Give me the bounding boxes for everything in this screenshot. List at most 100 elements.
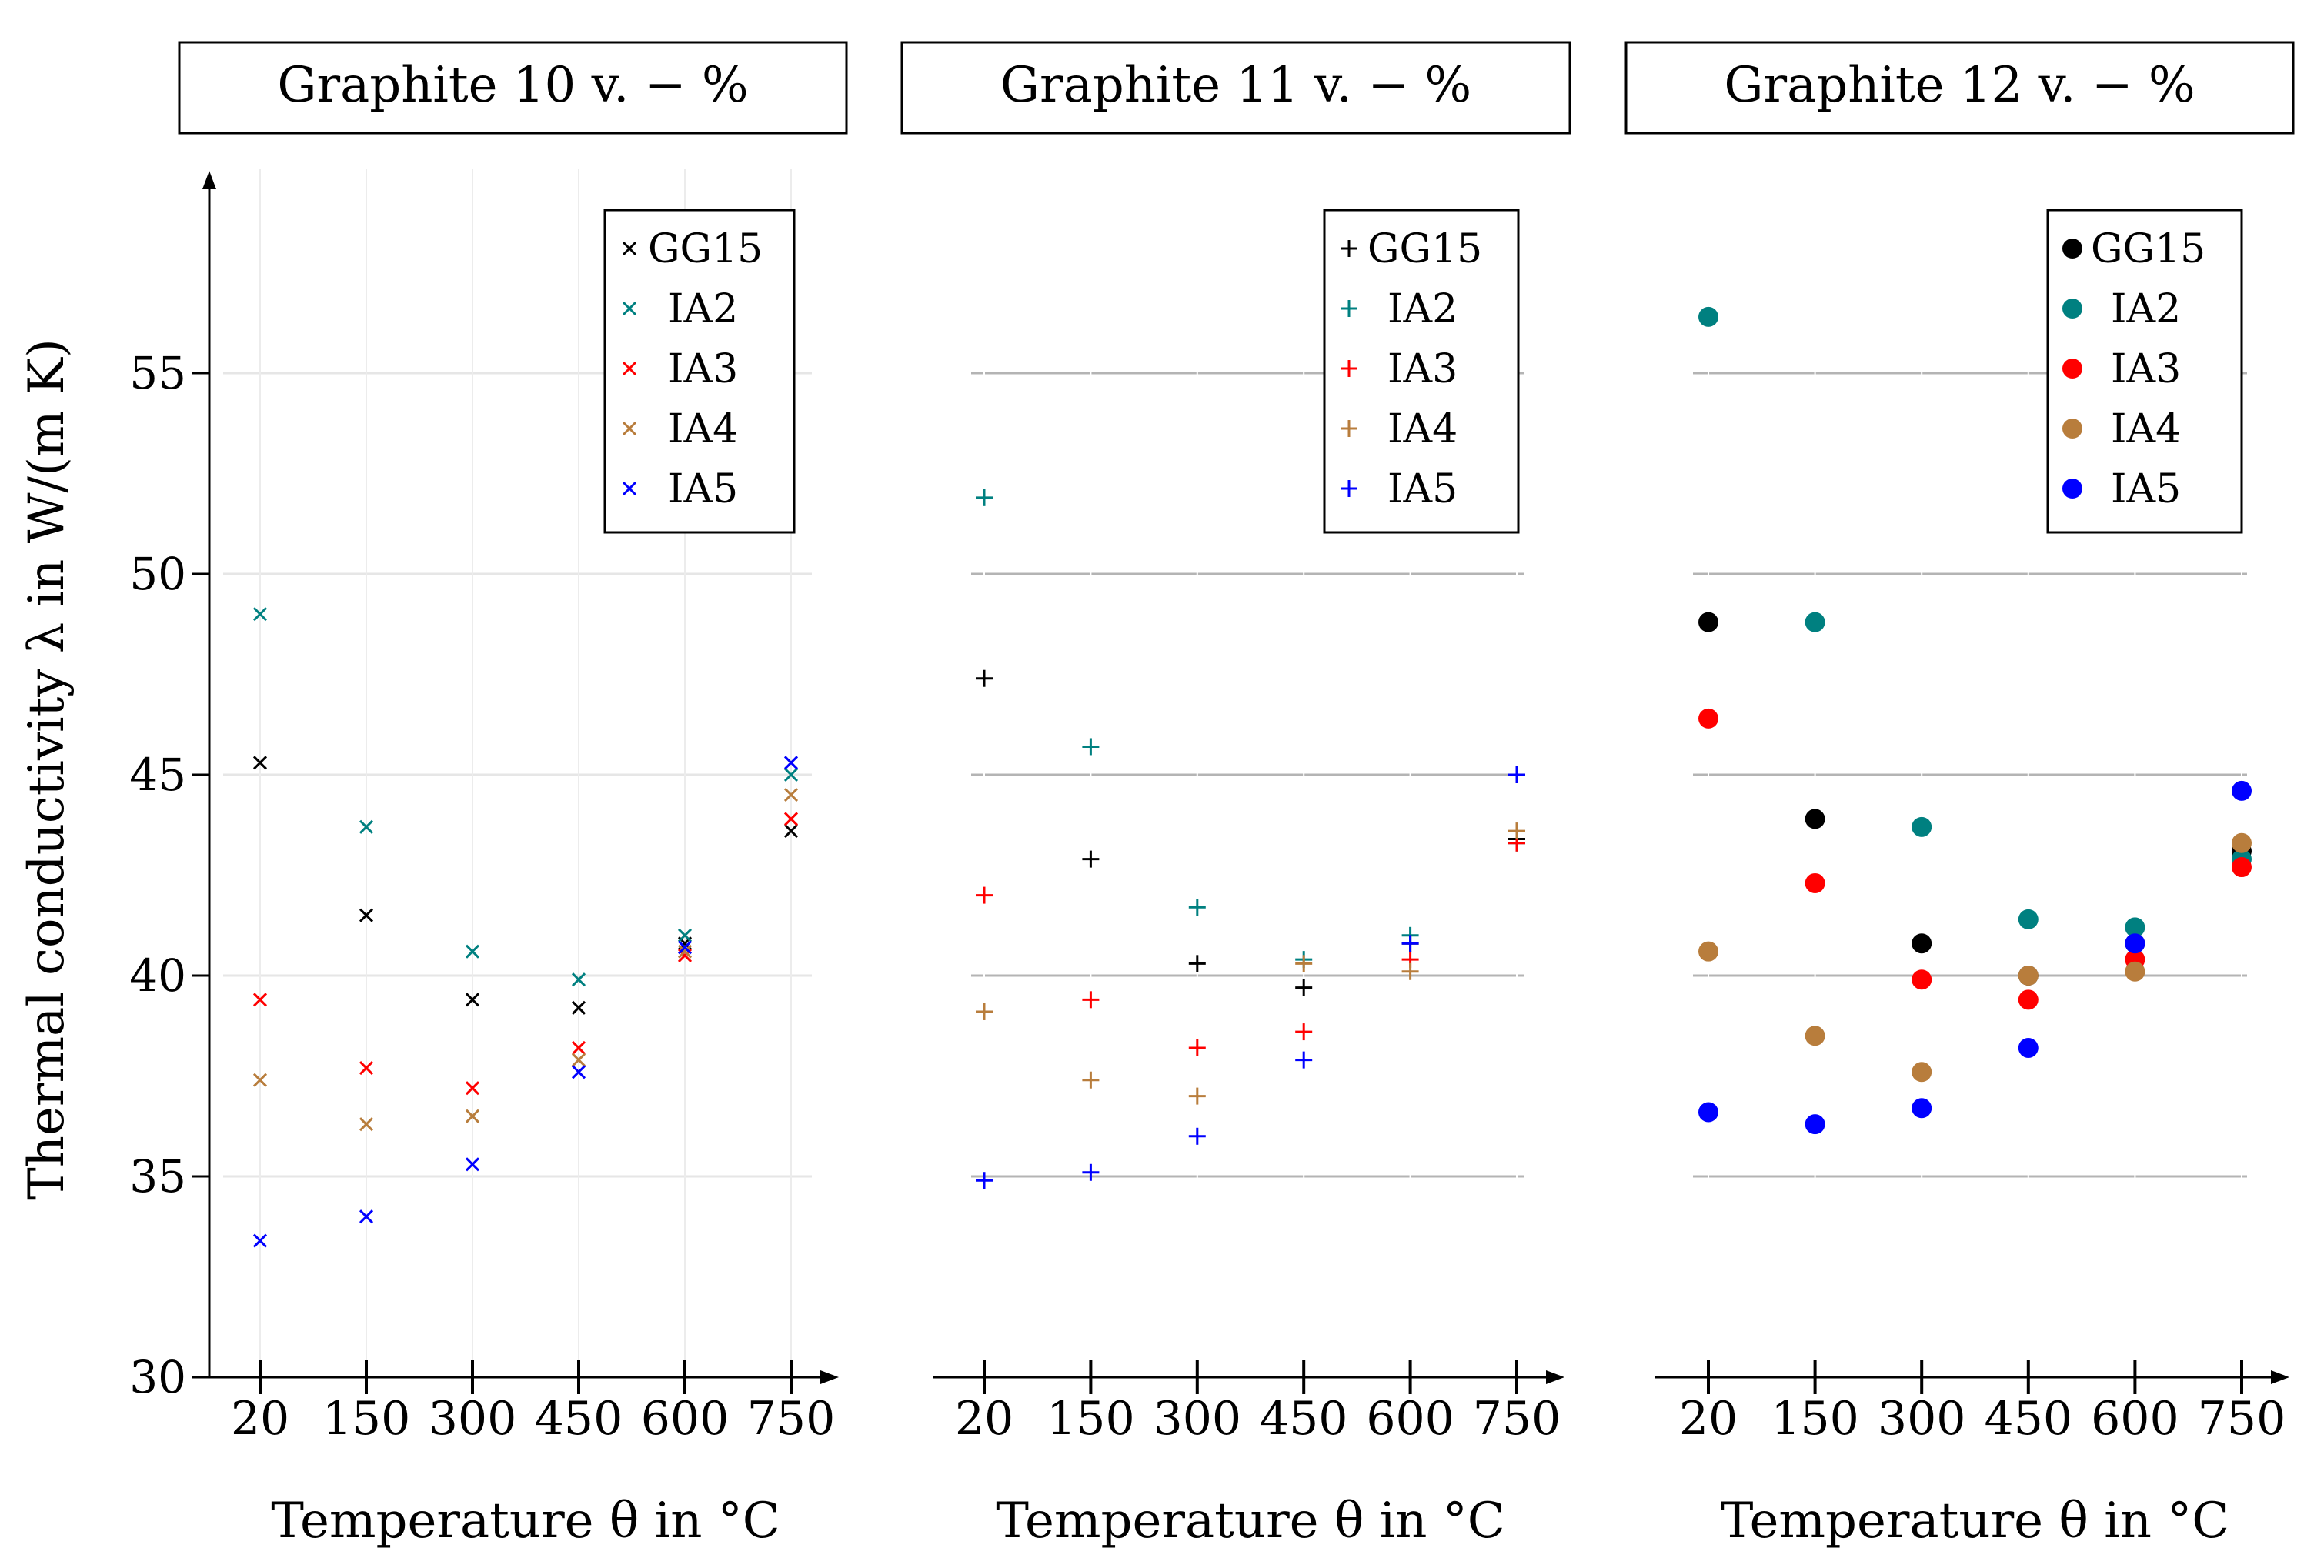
data-point xyxy=(359,1117,374,1132)
data-point xyxy=(1082,850,1100,868)
data-point xyxy=(1295,979,1313,996)
legend-label: IA5 xyxy=(2111,466,2181,512)
data-point xyxy=(359,908,374,922)
x-tick-label: 20 xyxy=(1679,1392,1738,1446)
y-axis-label: Thermal conductivity λ in W/(m K) xyxy=(18,339,75,1200)
legend-label: IA4 xyxy=(668,406,738,452)
shared-y-axis: 30 35 40 45 50 55 xyxy=(129,171,216,1403)
legend-marker xyxy=(1341,480,1357,497)
x-tick-label: 300 xyxy=(1154,1392,1242,1446)
y-tick-label: 45 xyxy=(129,749,186,801)
y-axis-arrow xyxy=(202,171,216,189)
series-ia2 xyxy=(976,489,1525,969)
x-tick-label: 600 xyxy=(641,1392,730,1446)
data-point xyxy=(1698,708,1718,729)
data-point xyxy=(1508,822,1525,840)
data-point xyxy=(976,1003,993,1020)
x-tick-label: 450 xyxy=(1985,1392,2073,1446)
x-tick-label: 300 xyxy=(429,1392,517,1446)
data-point xyxy=(1082,991,1100,1009)
data-point xyxy=(1698,612,1718,632)
data-point xyxy=(252,1233,268,1248)
legend-label: IA3 xyxy=(1387,346,1458,392)
series-ia2 xyxy=(252,607,799,987)
x-axis-arrow xyxy=(1546,1370,1564,1384)
legend: GG15 IA2 IA3 IA4 IA5 xyxy=(603,209,796,534)
data-point xyxy=(359,819,374,834)
x-tick-label: 150 xyxy=(322,1392,411,1446)
legend-label: IA2 xyxy=(668,286,738,332)
data-point xyxy=(1698,1102,1718,1123)
data-point xyxy=(1805,1114,1825,1135)
y-tick-label: 50 xyxy=(129,548,186,600)
x-axis-arrow xyxy=(820,1370,839,1384)
data-point xyxy=(571,1053,586,1067)
x-tick-label: 750 xyxy=(2198,1392,2286,1446)
data-point xyxy=(677,940,693,955)
data-point xyxy=(2125,917,2145,938)
data-point xyxy=(465,993,480,1007)
legend-label: IA5 xyxy=(668,466,738,512)
data-point xyxy=(2232,857,2252,878)
data-point xyxy=(252,756,268,770)
legend-marker xyxy=(1341,420,1357,437)
y-tick-label: 30 xyxy=(129,1351,186,1403)
panel-title-box: Graphite 12 v. − % xyxy=(1624,41,2295,135)
data-point xyxy=(2125,933,2145,954)
data-point xyxy=(2018,989,2039,1010)
legend-label: IA4 xyxy=(1387,406,1458,452)
data-point xyxy=(1805,809,1825,829)
data-point xyxy=(1912,969,1932,990)
series-ia4 xyxy=(1698,832,2252,1083)
legend-marker xyxy=(2062,479,2082,499)
series-ia5 xyxy=(976,766,1525,1189)
series-gg15 xyxy=(1698,612,2252,986)
data-point xyxy=(1698,941,1718,962)
data-point xyxy=(465,944,480,959)
legend-label: IA2 xyxy=(1387,286,1458,332)
data-point xyxy=(677,928,693,942)
series-ia5 xyxy=(252,756,799,1248)
data-point xyxy=(1188,1039,1206,1056)
data-point xyxy=(571,1040,586,1056)
legend-label: GG15 xyxy=(648,226,763,272)
legend: GG15 IA2 IA3 IA4 IA5 xyxy=(1323,209,1520,534)
legend-label: IA3 xyxy=(2111,346,2181,392)
data-point xyxy=(1188,1087,1206,1105)
data-point xyxy=(571,1065,586,1079)
data-point xyxy=(252,607,268,622)
x-tick-label: 750 xyxy=(1473,1392,1561,1446)
data-point xyxy=(1805,872,1825,893)
x-tick-label: 20 xyxy=(955,1392,1013,1446)
data-point xyxy=(783,788,799,802)
x-tick-label: 150 xyxy=(1771,1392,1859,1446)
legend-marker xyxy=(622,361,637,376)
data-point xyxy=(252,1073,268,1087)
data-point xyxy=(783,767,799,782)
x-tick-label: 300 xyxy=(1878,1392,1966,1446)
data-point xyxy=(2018,909,2039,929)
data-point xyxy=(359,1209,374,1224)
series-ia5 xyxy=(1698,780,2252,1135)
legend-marker xyxy=(622,241,637,256)
data-point xyxy=(1912,1062,1932,1083)
data-point xyxy=(2232,780,2252,801)
legend-label: IA4 xyxy=(2111,406,2181,452)
y-tick-label: 55 xyxy=(129,347,186,399)
panel-title-frame xyxy=(1624,41,2295,135)
data-point xyxy=(1295,955,1313,972)
data-point xyxy=(2018,966,2039,986)
data-point xyxy=(783,824,799,839)
legend-marker xyxy=(622,481,637,496)
series-ia3 xyxy=(252,812,799,1096)
x-tick-label: 600 xyxy=(1366,1392,1454,1446)
data-point xyxy=(1188,955,1206,972)
legend-marker xyxy=(1341,240,1357,257)
legend-marker xyxy=(1341,300,1357,317)
data-point xyxy=(571,972,586,987)
legend-label: IA2 xyxy=(2111,286,2181,332)
data-point xyxy=(783,812,799,826)
series-gg15 xyxy=(252,756,799,1015)
data-point xyxy=(2232,832,2252,853)
